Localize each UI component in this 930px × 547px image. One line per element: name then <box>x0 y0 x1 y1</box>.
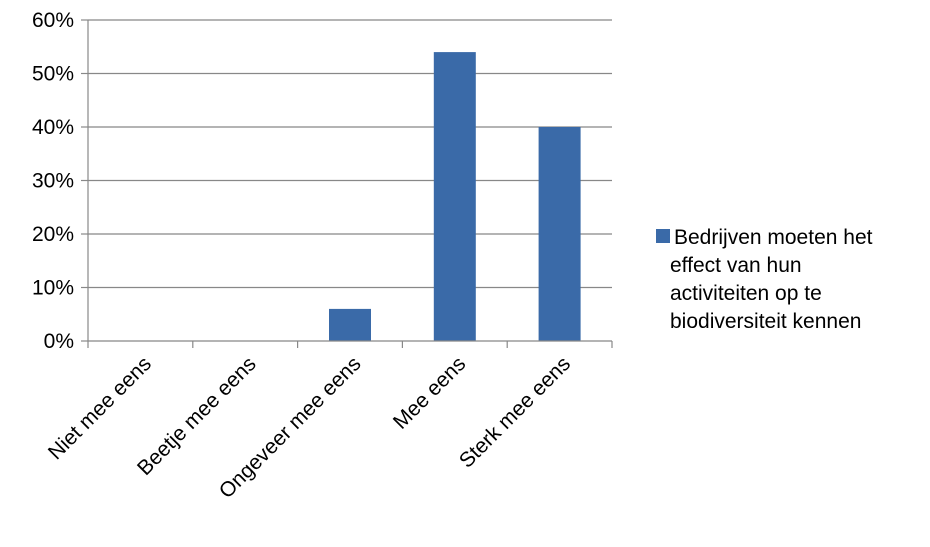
legend-swatch <box>656 229 670 243</box>
y-tick-label: 60% <box>32 9 74 32</box>
bars <box>329 52 581 341</box>
x-tick-label: Mee eens <box>389 352 470 433</box>
y-axis-ticks: 0% 10% 20% 30% 40% 50% 60% <box>32 9 88 353</box>
x-tick-label: Niet mee eens <box>44 352 156 464</box>
y-tick-label: 50% <box>32 63 74 86</box>
gridlines <box>88 19 612 289</box>
y-tick-label: 10% <box>32 277 74 300</box>
y-tick-label: 40% <box>32 116 74 139</box>
y-tick-label: 0% <box>44 330 74 353</box>
x-tick-label: Sterk mee eens <box>455 352 575 472</box>
legend-label: Bedrijven moeten het effect van hun activi… <box>670 226 873 333</box>
y-tick-label: 20% <box>32 223 74 246</box>
bar <box>538 127 581 341</box>
y-tick-label: 30% <box>32 170 74 193</box>
legend: Bedrijven moeten het effect van hun activi… <box>656 226 873 333</box>
bar <box>433 52 476 341</box>
bar <box>329 308 371 341</box>
